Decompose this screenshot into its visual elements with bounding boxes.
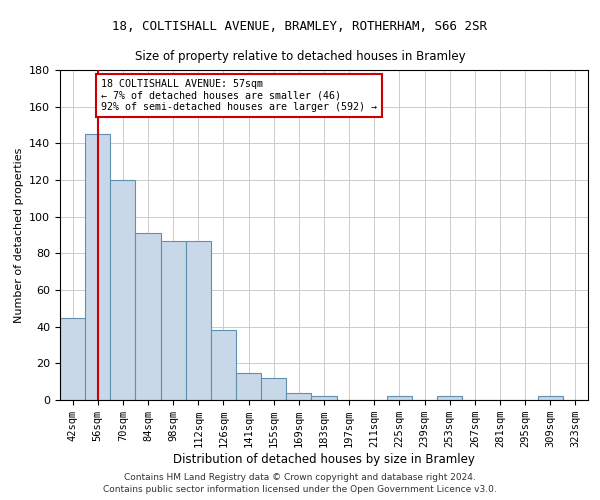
Text: Contains HM Land Registry data © Crown copyright and database right 2024.: Contains HM Land Registry data © Crown c… (124, 472, 476, 482)
Bar (60, 318, 85, 400)
Text: Size of property relative to detached houses in Bramley: Size of property relative to detached ho… (134, 50, 466, 63)
Bar (85, 134, 110, 400)
Bar (311, 396, 337, 400)
Bar (161, 240, 186, 400)
Y-axis label: Number of detached properties: Number of detached properties (14, 148, 23, 322)
Bar (236, 372, 261, 400)
Bar (437, 396, 462, 400)
Bar (211, 330, 236, 400)
X-axis label: Distribution of detached houses by size in Bramley: Distribution of detached houses by size … (173, 453, 475, 466)
Bar (261, 378, 286, 400)
Bar (110, 180, 136, 400)
Text: 18, COLTISHALL AVENUE, BRAMLEY, ROTHERHAM, S66 2SR: 18, COLTISHALL AVENUE, BRAMLEY, ROTHERHA… (113, 20, 487, 33)
Bar (387, 396, 412, 400)
Bar (286, 392, 311, 400)
Bar (538, 396, 563, 400)
Bar (136, 233, 161, 400)
Bar (186, 240, 211, 400)
Text: Contains public sector information licensed under the Open Government Licence v3: Contains public sector information licen… (103, 485, 497, 494)
Text: 18 COLTISHALL AVENUE: 57sqm
← 7% of detached houses are smaller (46)
92% of semi: 18 COLTISHALL AVENUE: 57sqm ← 7% of deta… (101, 79, 377, 112)
